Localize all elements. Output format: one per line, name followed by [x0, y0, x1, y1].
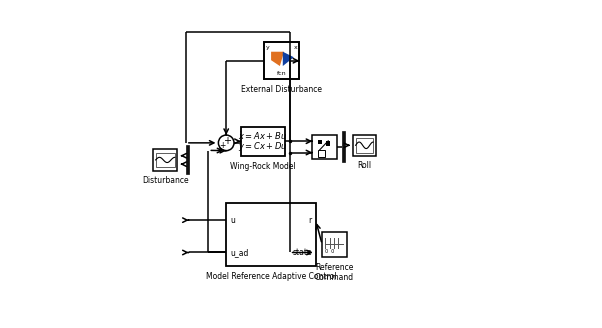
- Bar: [156, 153, 175, 167]
- Bar: [356, 138, 373, 153]
- Text: Roll: Roll: [358, 161, 371, 170]
- Bar: [226, 203, 315, 266]
- Text: +: +: [223, 136, 231, 146]
- Text: fcn: fcn: [277, 71, 287, 75]
- Bar: [318, 150, 324, 157]
- Text: u_ad: u_ad: [230, 248, 249, 257]
- Text: u: u: [230, 215, 235, 225]
- Text: x: x: [294, 45, 297, 50]
- Text: Disturbance: Disturbance: [142, 176, 188, 185]
- Polygon shape: [271, 52, 284, 66]
- Text: $\dot{x}=Ax+Bu$: $\dot{x}=Ax+Bu$: [238, 130, 287, 142]
- Bar: [342, 132, 345, 162]
- Bar: [312, 135, 337, 159]
- Bar: [322, 232, 347, 257]
- Text: 0  0: 0 0: [325, 249, 334, 254]
- Text: Wing-Rock Model: Wing-Rock Model: [230, 162, 296, 171]
- Polygon shape: [283, 52, 294, 66]
- Bar: [185, 145, 189, 174]
- Bar: [153, 149, 178, 171]
- Text: +: +: [219, 141, 226, 150]
- Bar: [264, 42, 299, 79]
- Text: y: y: [265, 45, 269, 50]
- Bar: [353, 135, 376, 156]
- Text: r: r: [308, 215, 312, 225]
- Bar: [241, 127, 285, 156]
- Text: state: state: [292, 248, 312, 257]
- Text: External Disturbance: External Disturbance: [241, 85, 322, 94]
- Bar: [326, 141, 330, 146]
- Text: $y=Cx+Du$: $y=Cx+Du$: [238, 140, 288, 153]
- Text: Reference
Command: Reference Command: [315, 262, 354, 282]
- Text: Model Reference Adaptive Control: Model Reference Adaptive Control: [206, 272, 336, 281]
- Bar: [318, 140, 321, 145]
